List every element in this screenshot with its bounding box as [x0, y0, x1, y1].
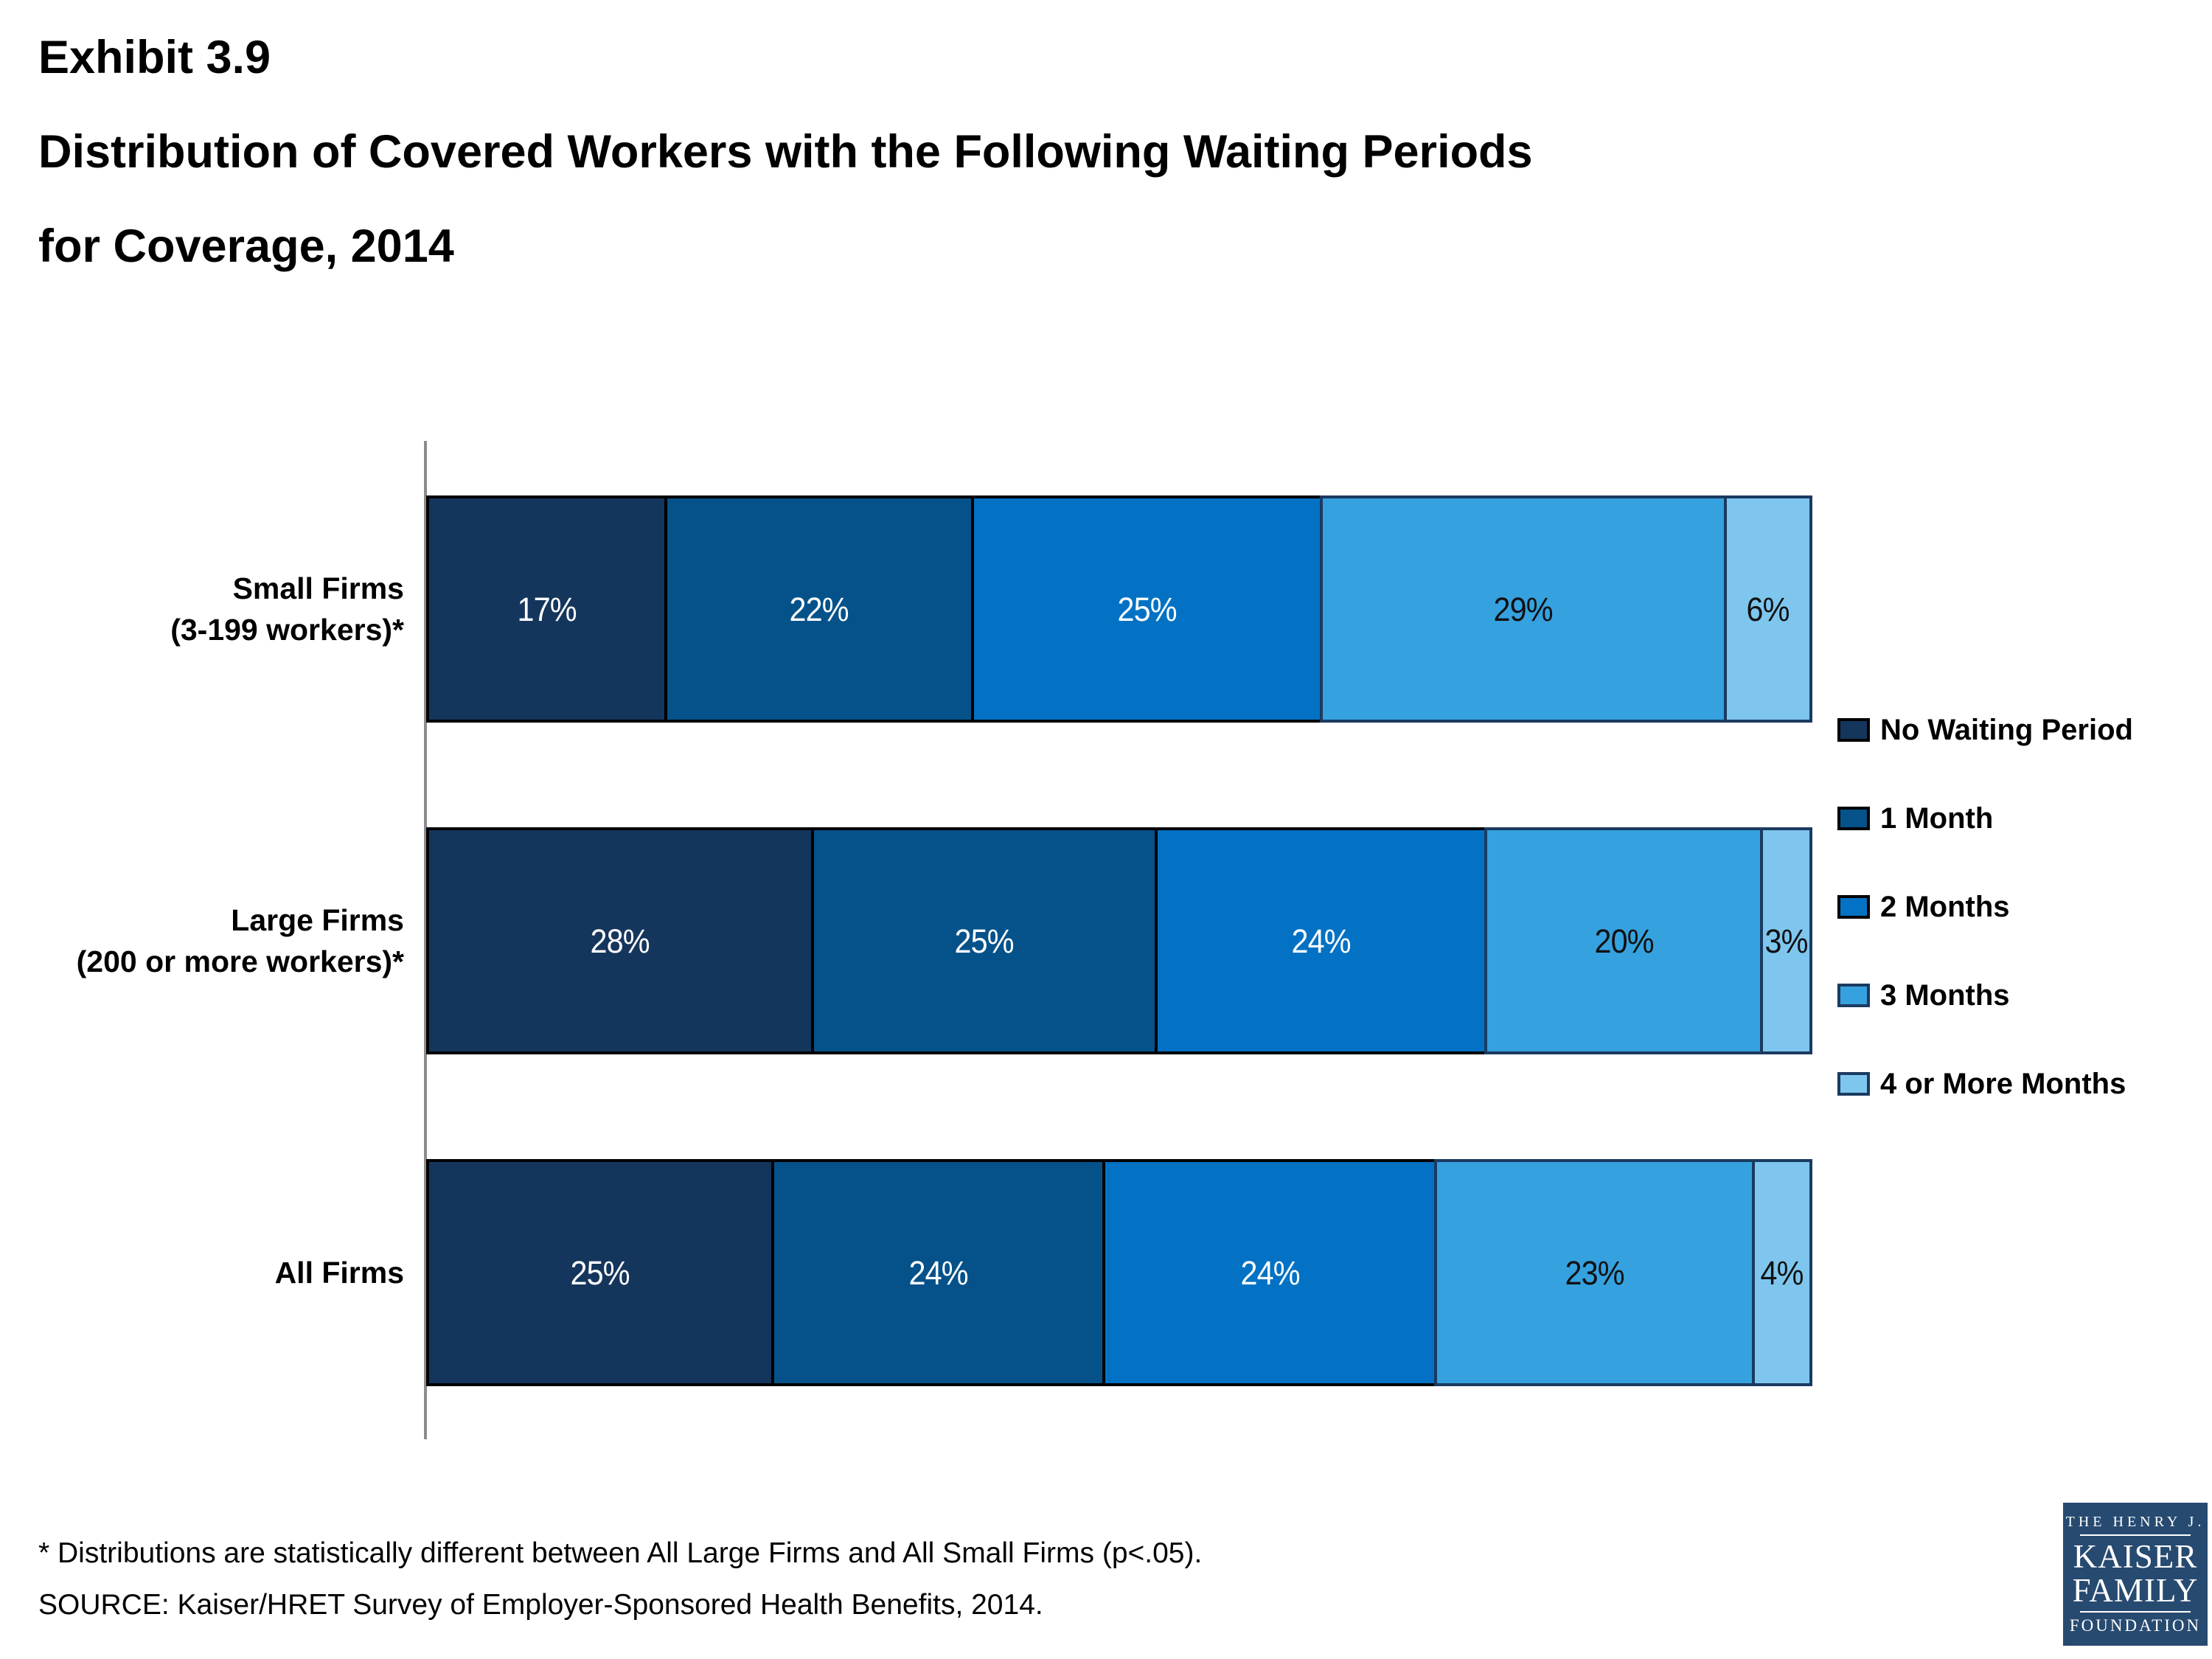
- footnote-source: SOURCE: Kaiser/HRET Survey of Employer-S…: [38, 1589, 1043, 1621]
- logo-line-kaiser: KAISER: [2073, 1537, 2198, 1575]
- bar-segment: 4%: [1751, 1159, 1812, 1386]
- category-label-line: Large Firms: [231, 903, 404, 937]
- legend-swatch: [1837, 895, 1870, 919]
- bar-segment: 22%: [664, 495, 975, 723]
- axis-line: [424, 441, 427, 1439]
- footnotes: * Distributions are statistically differ…: [38, 1528, 1202, 1631]
- legend-item: 1 Month: [1837, 800, 2133, 837]
- category-label: Large Firms (200 or more workers)*: [0, 900, 404, 982]
- bar-segment: 25%: [971, 495, 1323, 723]
- chart-title-line1: Distribution of Covered Workers with the…: [38, 126, 1533, 178]
- legend-item: 3 Months: [1837, 977, 2133, 1014]
- bar-segment: 20%: [1484, 827, 1763, 1054]
- category-label: All Firms: [0, 1252, 404, 1293]
- legend-item: 4 or More Months: [1837, 1065, 2133, 1102]
- legend-swatch: [1837, 984, 1870, 1007]
- bar-segment: 23%: [1433, 1159, 1755, 1386]
- bar-segment: 3%: [1759, 827, 1812, 1054]
- legend-label: No Waiting Period: [1880, 713, 2133, 746]
- logo-divider-bottom: [2080, 1610, 2191, 1613]
- bar-segment: 24%: [1102, 1159, 1437, 1386]
- bar-segment: 28%: [426, 827, 814, 1054]
- bar-segment: 24%: [1154, 827, 1488, 1054]
- segment-value-label: 6%: [1746, 590, 1790, 628]
- bar-segment: 24%: [771, 1159, 1106, 1386]
- segment-value-label: 25%: [570, 1253, 630, 1292]
- bar-row: 17% 22% 25% 29% 6%: [426, 495, 1812, 723]
- bar-segment: 6%: [1723, 495, 1812, 723]
- segment-value-label: 3%: [1764, 922, 1808, 960]
- segment-value-label: 23%: [1565, 1253, 1624, 1292]
- bar-segment: 29%: [1319, 495, 1727, 723]
- stacked-bar-plot: 17% 22% 25% 29% 6% 28% 25% 24% 20% 3% 25% 24% 24% 23%…: [426, 495, 1812, 1491]
- segment-value-label: 25%: [954, 922, 1015, 960]
- legend-swatch: [1837, 1072, 1870, 1096]
- segment-value-label: 24%: [1240, 1253, 1300, 1292]
- bar-row: 25% 24% 24% 23% 4%: [426, 1159, 1812, 1386]
- bar-segment: 17%: [426, 495, 667, 723]
- bar-segment: 25%: [426, 1159, 774, 1386]
- legend-label: 1 Month: [1880, 801, 1994, 835]
- exhibit-number: Exhibit 3.9: [38, 32, 271, 83]
- segment-value-label: 29%: [1493, 590, 1554, 628]
- logo-line-henry: THE HENRY J.: [2065, 1513, 2205, 1530]
- legend-label: 4 or More Months: [1880, 1067, 2126, 1100]
- logo-line-family: FAMILY: [2072, 1571, 2199, 1609]
- bar-row: 28% 25% 24% 20% 3%: [426, 827, 1812, 1054]
- logo-line-foundation: FOUNDATION: [2069, 1615, 2202, 1635]
- segment-value-label: 24%: [908, 1253, 969, 1292]
- segment-value-label: 17%: [517, 590, 577, 628]
- bar-segment: 25%: [810, 827, 1158, 1054]
- category-label: Small Firms (3-199 workers)*: [0, 568, 404, 650]
- legend-label: 2 Months: [1880, 890, 2010, 923]
- category-label-line: Small Firms: [232, 571, 404, 605]
- segment-value-label: 20%: [1594, 922, 1654, 960]
- logo-divider-top: [2080, 1534, 2191, 1536]
- segment-value-label: 25%: [1117, 590, 1177, 628]
- segment-value-label: 22%: [789, 590, 849, 628]
- legend-label: 3 Months: [1880, 978, 2010, 1012]
- segment-value-label: 4%: [1760, 1253, 1804, 1292]
- footnote-statistical: * Distributions are statistically differ…: [38, 1537, 1203, 1569]
- legend-item: 2 Months: [1837, 888, 2133, 925]
- kff-foundation-logo: THE HENRY J. KAISER FAMILY FOUNDATION: [2063, 1503, 2208, 1646]
- segment-value-label: 28%: [590, 922, 650, 960]
- chart-title-line2: for Coverage, 2014: [38, 220, 454, 272]
- category-label-line: (200 or more workers)*: [76, 945, 404, 978]
- legend-swatch: [1837, 807, 1870, 830]
- legend-item: No Waiting Period: [1837, 712, 2133, 748]
- category-label-line: (3-199 workers)*: [170, 613, 404, 647]
- segment-value-label: 24%: [1291, 922, 1351, 960]
- category-label-line: All Firms: [274, 1256, 404, 1290]
- legend: No Waiting Period 1 Month 2 Months 3 Months…: [1837, 712, 2133, 1154]
- title-block: Exhibit 3.9 Distribution of Covered Work…: [38, 10, 1533, 293]
- legend-swatch: [1837, 718, 1870, 742]
